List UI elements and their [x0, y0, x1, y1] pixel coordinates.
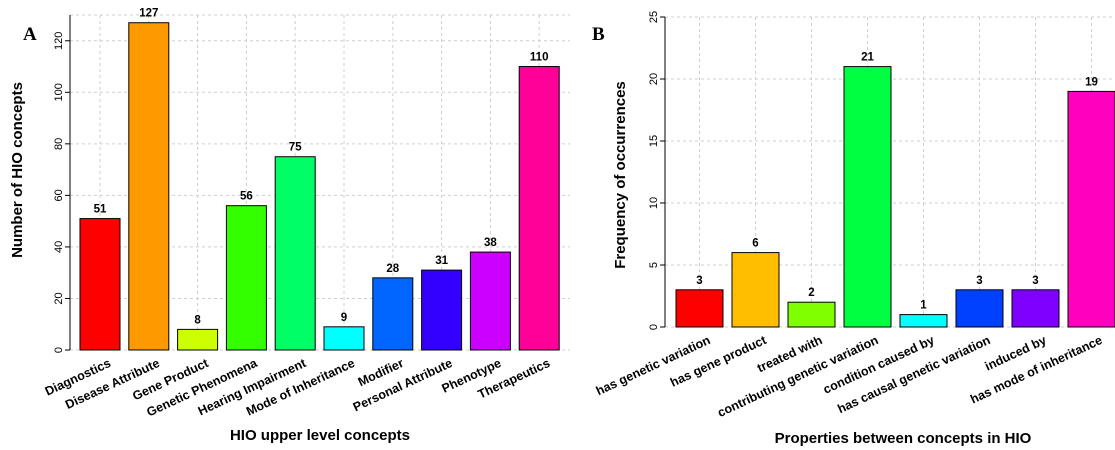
- bar-value-label: 110: [530, 52, 549, 64]
- bar-value-label: 21: [861, 52, 874, 64]
- bar-disease-attribute: [128, 22, 170, 351]
- y-tick-label: 20: [53, 292, 65, 304]
- bar-value-label: 3: [1032, 275, 1038, 287]
- bar-has-causal-genetic-variation: [955, 289, 1004, 328]
- bar-phenotype: [469, 251, 511, 351]
- y-tick-label: 0: [648, 324, 660, 330]
- bar-value-label: 75: [289, 142, 302, 154]
- y-tick-label: 80: [53, 138, 65, 150]
- y-tick-label: 25: [648, 11, 660, 23]
- bar-personal-attribute: [421, 269, 463, 351]
- bar-value-label: 8: [194, 314, 201, 326]
- bar-value-label: 19: [1085, 76, 1098, 88]
- panel-label: A: [23, 24, 37, 45]
- y-tick-label: 10: [648, 197, 660, 209]
- bar-diagnostics: [79, 218, 121, 351]
- bar-induced-by: [1011, 289, 1060, 328]
- bar-value-label: 9: [341, 312, 347, 324]
- bar-contributing-genetic-variation: [843, 66, 892, 328]
- bar-value-label: 6: [752, 238, 758, 250]
- y-tick-label: 5: [648, 262, 660, 268]
- y-axis-title: Frequency of occurrences: [612, 81, 629, 269]
- bar-condition-caused-by: [899, 314, 948, 328]
- bar-therapeutics: [518, 66, 560, 351]
- bar-value-label: 38: [484, 237, 497, 249]
- bar-value-label: 28: [386, 263, 399, 275]
- y-tick-label: 0: [53, 347, 65, 353]
- bar-modifier: [372, 277, 414, 351]
- x-axis-title: HIO upper level concepts: [230, 427, 410, 444]
- bar-value-label: 127: [139, 8, 158, 20]
- bar-hearing-impairment: [274, 156, 316, 351]
- bar-value-label: 2: [808, 287, 814, 299]
- bar-gene-product: [177, 328, 219, 351]
- y-tick-label: 100: [53, 83, 65, 101]
- y-tick-label: 120: [53, 32, 65, 50]
- x-axis-title: Properties between concepts in HIO: [775, 430, 1032, 447]
- panel-label: B: [592, 24, 605, 45]
- bar-mode-of-inheritance: [323, 326, 365, 351]
- y-axis-title: Number of HIO concepts: [9, 82, 26, 258]
- bar-treated-with: [787, 301, 836, 328]
- x-tick-label: has gene product: [668, 333, 769, 390]
- y-tick-label: 60: [53, 189, 65, 201]
- bar-value-label: 31: [435, 255, 448, 267]
- y-tick-label: 20: [648, 73, 660, 85]
- bar-has-genetic-variation: [675, 289, 724, 328]
- bar-value-label: 3: [976, 275, 982, 287]
- bar-value-label: 56: [240, 191, 253, 203]
- bar-has-mode-of-inheritance: [1067, 90, 1115, 328]
- bar-value-label: 1: [920, 300, 927, 312]
- bar-value-label: 3: [696, 275, 702, 287]
- y-tick-label: 15: [648, 135, 660, 147]
- y-tick-label: 40: [53, 241, 65, 253]
- bar-value-label: 51: [94, 204, 107, 216]
- bar-has-gene-product: [731, 252, 780, 328]
- bar-genetic-phenomena: [225, 205, 267, 351]
